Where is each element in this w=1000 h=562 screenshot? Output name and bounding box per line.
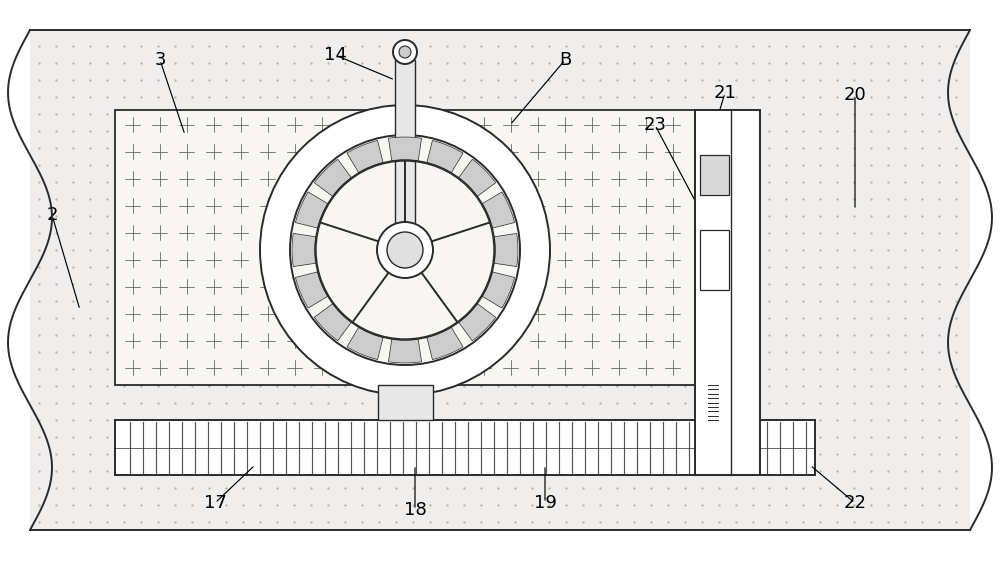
- Text: 17: 17: [204, 494, 226, 512]
- Text: 14: 14: [324, 46, 346, 64]
- Bar: [700, 155, 729, 195]
- Polygon shape: [314, 159, 351, 196]
- Text: 21: 21: [714, 84, 736, 102]
- Polygon shape: [347, 327, 383, 360]
- Circle shape: [399, 46, 411, 58]
- Polygon shape: [314, 303, 351, 341]
- Circle shape: [292, 137, 518, 363]
- Circle shape: [260, 105, 550, 395]
- Text: 20: 20: [844, 86, 866, 104]
- Bar: [395, 60, 415, 240]
- Polygon shape: [347, 140, 383, 173]
- Bar: [30, 30, 970, 530]
- Bar: [700, 230, 729, 290]
- Polygon shape: [295, 272, 328, 308]
- Text: 2: 2: [46, 206, 58, 224]
- Text: 18: 18: [404, 501, 426, 519]
- Polygon shape: [482, 192, 515, 228]
- Polygon shape: [388, 339, 422, 363]
- Polygon shape: [427, 140, 463, 173]
- Bar: [760, 30, 970, 530]
- Text: 3: 3: [154, 51, 166, 69]
- Bar: [695, 110, 760, 475]
- Polygon shape: [295, 192, 328, 228]
- Text: B: B: [559, 51, 571, 69]
- Circle shape: [387, 232, 423, 268]
- Polygon shape: [494, 233, 518, 266]
- Polygon shape: [459, 303, 496, 341]
- Polygon shape: [459, 159, 496, 196]
- Polygon shape: [292, 233, 316, 266]
- Bar: [115, 110, 695, 385]
- Text: 22: 22: [844, 494, 866, 512]
- Polygon shape: [427, 327, 463, 360]
- Polygon shape: [482, 272, 515, 308]
- Polygon shape: [388, 137, 422, 161]
- Circle shape: [393, 40, 417, 64]
- Text: 23: 23: [644, 116, 666, 134]
- Circle shape: [290, 135, 520, 365]
- Circle shape: [377, 222, 433, 278]
- Bar: [378, 385, 432, 420]
- Text: 19: 19: [534, 494, 556, 512]
- Bar: [115, 420, 815, 475]
